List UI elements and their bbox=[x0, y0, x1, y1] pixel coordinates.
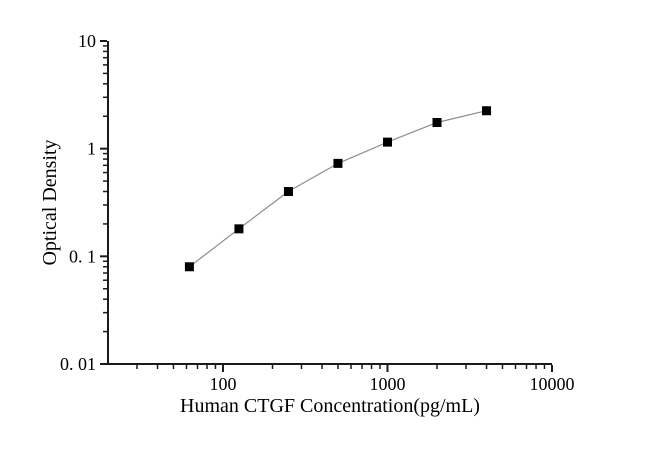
data-point-marker bbox=[333, 158, 343, 168]
data-point-markers bbox=[184, 106, 492, 272]
y-axis-tick-labels: 10 1 0. 1 0. 01 bbox=[60, 31, 96, 374]
series-line bbox=[189, 110, 487, 268]
y-tick-label: 0. 1 bbox=[69, 246, 96, 266]
x-axis-tick-labels: 100 1000 10000 bbox=[209, 374, 574, 394]
x-axis-ticks bbox=[136, 365, 553, 372]
data-point-marker bbox=[234, 224, 244, 234]
y-axis-ticks bbox=[100, 40, 107, 365]
data-point-marker bbox=[432, 117, 442, 127]
y-axis-title: Optical Density bbox=[39, 139, 61, 265]
data-point-marker bbox=[382, 137, 392, 147]
y-tick-label: 10 bbox=[78, 31, 96, 51]
data-point-marker bbox=[283, 187, 293, 197]
axis-lines bbox=[107, 41, 552, 365]
y-tick-label: 0. 01 bbox=[60, 354, 96, 374]
x-axis-title: Human CTGF Concentration(pg/mL) bbox=[180, 395, 480, 417]
data-point-marker bbox=[482, 106, 492, 116]
x-tick-label: 10000 bbox=[530, 374, 575, 394]
data-point-marker bbox=[184, 262, 194, 272]
x-tick-label: 100 bbox=[209, 374, 236, 394]
y-tick-label: 1 bbox=[87, 139, 96, 159]
x-tick-label: 1000 bbox=[369, 374, 405, 394]
